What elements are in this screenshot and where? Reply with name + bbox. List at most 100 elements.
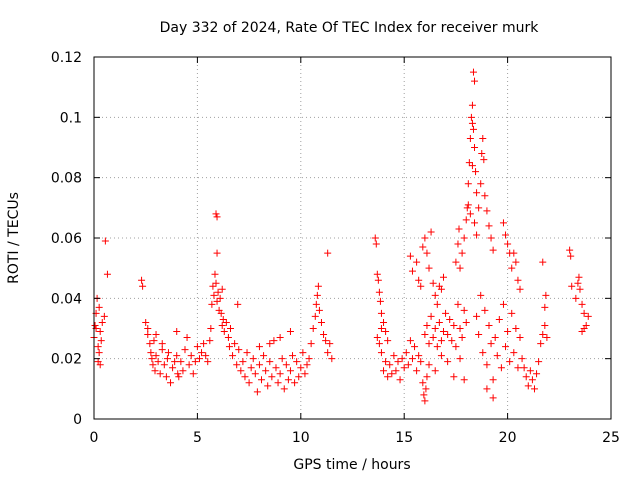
data-point — [439, 328, 447, 336]
data-point — [169, 364, 177, 372]
data-point — [193, 343, 201, 351]
data-point — [266, 358, 274, 366]
data-point — [448, 337, 456, 345]
data-point — [207, 325, 215, 332]
data-point — [423, 373, 431, 381]
data-point — [262, 367, 270, 375]
data-point — [380, 318, 388, 326]
data-point — [533, 370, 541, 378]
data-point — [468, 119, 476, 127]
data-point — [98, 318, 106, 326]
data-point — [212, 210, 220, 218]
data-point — [309, 325, 317, 332]
data-point — [566, 246, 574, 254]
data-point — [213, 249, 221, 257]
data-point — [427, 228, 435, 236]
data-point — [139, 282, 147, 290]
data-point — [431, 291, 439, 299]
data-point — [313, 291, 321, 299]
data-point — [398, 355, 406, 363]
data-point — [173, 328, 181, 336]
data-point — [144, 325, 152, 332]
data-point — [219, 315, 227, 323]
data-point — [255, 361, 263, 369]
data-point — [394, 358, 402, 366]
data-point — [510, 349, 518, 357]
data-point — [189, 370, 197, 378]
data-point — [502, 343, 510, 351]
data-point — [95, 349, 103, 357]
data-point — [415, 276, 423, 284]
data-point — [431, 367, 439, 375]
data-point — [402, 349, 410, 357]
data-point — [198, 349, 206, 357]
data-point — [444, 358, 452, 366]
data-point — [376, 297, 384, 305]
y-tick-label: 0.02 — [51, 352, 82, 368]
data-point — [567, 252, 575, 260]
data-point — [419, 379, 427, 387]
data-point — [489, 394, 497, 402]
data-point — [373, 334, 381, 342]
data-point — [481, 306, 489, 314]
y-tick-label: 0.04 — [51, 291, 82, 307]
data-point — [455, 225, 463, 233]
data-point — [324, 349, 332, 357]
data-point — [495, 315, 503, 323]
data-point — [539, 258, 547, 266]
data-point — [477, 180, 485, 188]
data-point — [144, 331, 152, 339]
data-point — [237, 367, 245, 375]
data-point — [491, 334, 499, 342]
data-point — [218, 321, 226, 329]
data-point — [311, 312, 319, 320]
data-point — [208, 300, 216, 308]
data-point — [146, 340, 154, 348]
data-point — [479, 134, 487, 142]
data-point — [479, 349, 487, 357]
x-tick-label: 15 — [395, 430, 413, 446]
data-point — [493, 352, 501, 360]
data-point — [421, 397, 429, 405]
data-point — [408, 267, 416, 275]
data-point — [580, 325, 588, 332]
data-point — [530, 385, 538, 393]
data-point — [433, 343, 441, 351]
x-axis-label: GPS time / hours — [293, 457, 410, 473]
x-tick-label: 20 — [499, 430, 517, 446]
data-point — [417, 282, 425, 290]
data-point — [284, 376, 292, 384]
data-point — [485, 222, 493, 230]
data-point — [456, 355, 464, 363]
data-point — [576, 285, 584, 293]
data-point — [272, 364, 280, 372]
data-point — [375, 288, 383, 296]
data-point — [268, 373, 276, 381]
data-point — [233, 361, 241, 369]
data-point — [512, 325, 520, 332]
data-point — [280, 385, 288, 393]
data-point — [524, 382, 532, 390]
data-point — [212, 279, 220, 287]
data-point — [167, 379, 175, 387]
data-point — [374, 276, 382, 284]
data-point — [444, 331, 452, 339]
data-point — [464, 180, 472, 188]
data-point — [460, 306, 468, 314]
data-point — [301, 370, 309, 378]
data-point — [266, 340, 274, 348]
data-point — [584, 312, 592, 320]
data-point — [522, 373, 530, 381]
data-point — [181, 346, 189, 354]
data-point — [171, 358, 179, 366]
x-tick-label: 10 — [292, 430, 310, 446]
data-point — [456, 264, 464, 272]
data-point — [460, 376, 468, 384]
data-point — [382, 328, 390, 336]
x-tick-label: 25 — [602, 430, 620, 446]
data-point — [282, 361, 290, 369]
data-point — [472, 168, 480, 176]
data-point — [483, 207, 491, 215]
data-point — [293, 358, 301, 366]
